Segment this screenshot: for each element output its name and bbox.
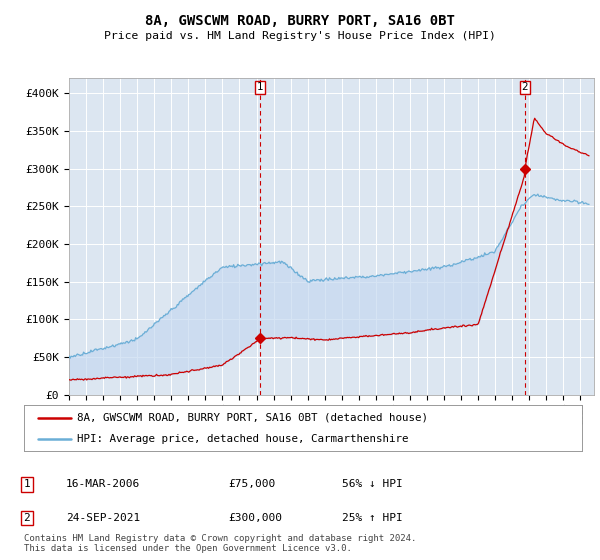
Text: 24-SEP-2021: 24-SEP-2021 (66, 513, 140, 523)
Text: 1: 1 (23, 479, 31, 489)
Text: 16-MAR-2006: 16-MAR-2006 (66, 479, 140, 489)
Text: 2: 2 (521, 82, 528, 92)
Text: 1: 1 (257, 82, 263, 92)
Text: £75,000: £75,000 (228, 479, 275, 489)
Text: Price paid vs. HM Land Registry's House Price Index (HPI): Price paid vs. HM Land Registry's House … (104, 31, 496, 41)
Text: HPI: Average price, detached house, Carmarthenshire: HPI: Average price, detached house, Carm… (77, 435, 409, 444)
Text: 56% ↓ HPI: 56% ↓ HPI (342, 479, 403, 489)
Text: Contains HM Land Registry data © Crown copyright and database right 2024.
This d: Contains HM Land Registry data © Crown c… (24, 534, 416, 553)
Text: 8A, GWSCWM ROAD, BURRY PORT, SA16 0BT: 8A, GWSCWM ROAD, BURRY PORT, SA16 0BT (145, 14, 455, 28)
Text: £300,000: £300,000 (228, 513, 282, 523)
Text: 25% ↑ HPI: 25% ↑ HPI (342, 513, 403, 523)
Text: 8A, GWSCWM ROAD, BURRY PORT, SA16 0BT (detached house): 8A, GWSCWM ROAD, BURRY PORT, SA16 0BT (d… (77, 413, 428, 423)
Text: 2: 2 (23, 513, 31, 523)
